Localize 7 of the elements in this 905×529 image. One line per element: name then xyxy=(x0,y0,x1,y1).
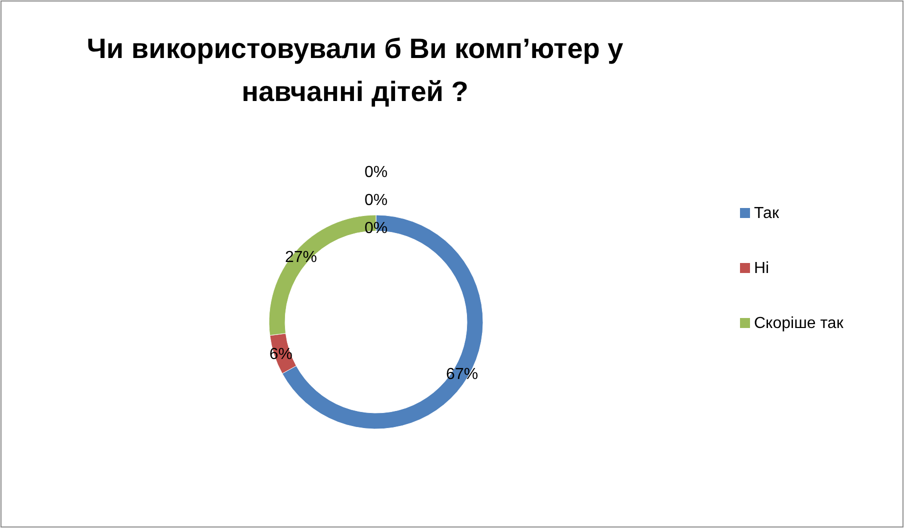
text: 0% xyxy=(364,220,388,237)
chart-title: Чи використовували б Ви комп’ютер у навчанні дітей ? xyxy=(86,33,624,107)
text: 0% xyxy=(364,192,388,209)
text: 0% xyxy=(364,164,388,181)
legend-label: Скоріше так xyxy=(754,315,844,332)
legend-label: Ні xyxy=(754,260,770,277)
legend-label: Так xyxy=(754,205,780,222)
